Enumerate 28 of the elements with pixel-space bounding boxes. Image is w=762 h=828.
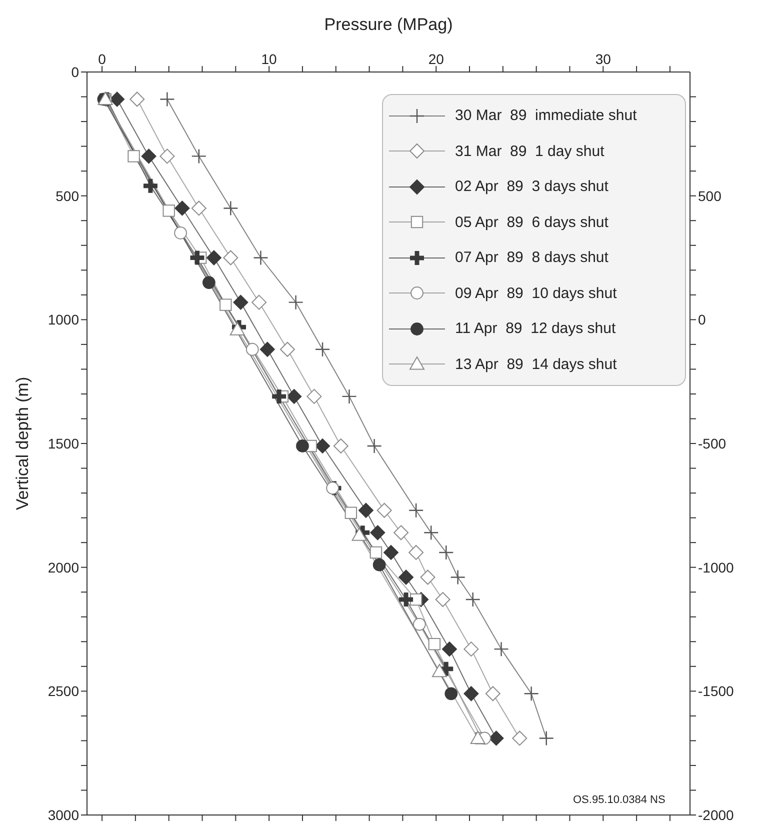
legend-label: 02 Apr 89 3 days shut — [455, 178, 608, 196]
legend-label: 13 Apr 89 14 days shut — [455, 356, 617, 373]
annotation: OS.95.10.0384 NS — [573, 794, 666, 806]
y2-tick-label: -2000 — [698, 806, 734, 823]
y-tick-label: 3000 — [48, 806, 80, 823]
x-tick-label: 10 — [261, 51, 278, 67]
x-tick-label: 30 — [595, 51, 612, 67]
y-tick-label: 1000 — [48, 312, 80, 328]
y-tick-label: 2500 — [48, 683, 80, 700]
y2-tick-label: -500 — [698, 435, 726, 452]
x-tick-label: 20 — [428, 51, 444, 67]
y2-tick-label: 500 — [698, 188, 722, 204]
legend-label: 05 Apr 89 6 days shut — [455, 214, 608, 231]
x-tick-label: 0 — [98, 51, 106, 67]
legend-label: 31 Mar 89 1 day shut — [455, 142, 604, 160]
y-tick-label: 0 — [71, 64, 80, 80]
y-axis-title: Vertical depth (m) — [13, 376, 32, 510]
y-tick-label: 500 — [56, 188, 80, 204]
legend-label: 30 Mar 89 immediate shut — [455, 107, 637, 124]
legend-label: 07 Apr 89 8 days shut — [455, 249, 608, 266]
y2-tick-label: -1000 — [698, 559, 734, 576]
y2-tick-label: 0 — [698, 312, 706, 328]
x-axis-title: Pressure (MPag) — [324, 15, 453, 34]
legend-label: 09 Apr 89 10 days shut — [455, 284, 617, 302]
y-tick-label: 1500 — [48, 435, 80, 452]
legend-label: 11 Apr 89 12 days shut — [455, 320, 616, 338]
y-tick-label: 2000 — [48, 559, 80, 576]
y2-tick-label: -1500 — [698, 683, 734, 700]
